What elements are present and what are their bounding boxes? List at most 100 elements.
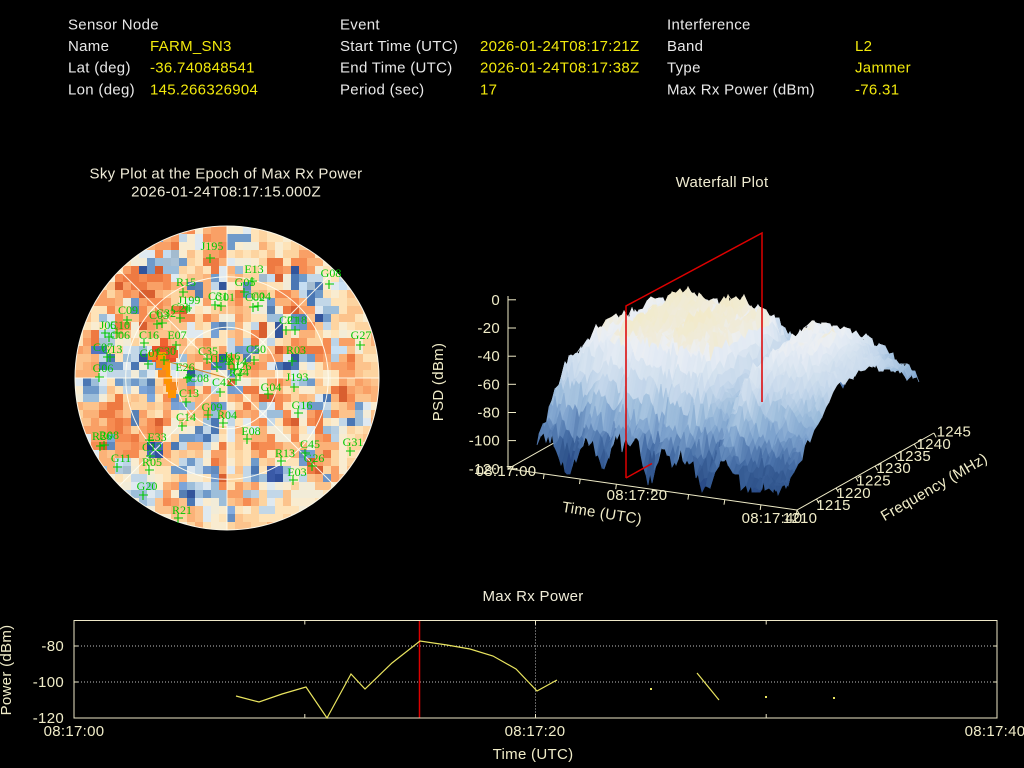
svg-text:C45: C45 (300, 437, 320, 451)
svg-text:R14: R14 (227, 354, 247, 368)
svg-text:C50: C50 (246, 342, 266, 356)
svg-text:-80: -80 (477, 405, 500, 422)
svg-text:C30: C30 (156, 344, 176, 358)
svg-text:R24: R24 (229, 365, 249, 379)
svg-text:C31: C31 (208, 289, 228, 303)
svg-text:G07: G07 (140, 346, 161, 360)
svg-text:R21: R21 (172, 503, 192, 517)
svg-text:C18: C18 (287, 313, 307, 327)
svg-text:G31: G31 (343, 435, 364, 449)
svg-text:1225: 1225 (856, 473, 891, 490)
svg-text:J16: J16 (224, 349, 241, 363)
svg-text:-60: -60 (477, 376, 500, 393)
svg-text:Jammer: Jammer (855, 60, 911, 77)
svg-text:R03: R03 (286, 343, 306, 357)
svg-text:R04: R04 (217, 408, 237, 422)
svg-text:1235: 1235 (897, 448, 932, 465)
svg-text:C42: C42 (212, 375, 232, 389)
svg-text:08:17:00: 08:17:00 (44, 723, 105, 740)
svg-text:C16: C16 (139, 328, 159, 342)
svg-text:G05: G05 (235, 275, 256, 289)
svg-text:G11: G11 (111, 451, 131, 465)
svg-text:C14: C14 (176, 410, 196, 424)
svg-text:C12: C12 (142, 440, 162, 454)
svg-text:E07: E07 (167, 328, 186, 342)
svg-text:-40: -40 (477, 348, 500, 365)
svg-text:R05: R05 (142, 455, 162, 469)
svg-text:Power (dBm): Power (dBm) (0, 625, 15, 716)
svg-text:08:17:40: 08:17:40 (965, 723, 1024, 740)
svg-text:08:17:40: 08:17:40 (742, 510, 803, 527)
svg-text:J196: J196 (209, 352, 232, 366)
svg-text:Name: Name (68, 38, 109, 55)
svg-text:-100: -100 (469, 433, 500, 450)
svg-text:1240: 1240 (917, 436, 952, 453)
svg-text:1245: 1245 (937, 424, 972, 441)
svg-text:E03: E03 (287, 465, 306, 479)
svg-text:Max Rx Power (dBm): Max Rx Power (dBm) (667, 82, 815, 99)
svg-text:2026-01-24T08:17:21Z: 2026-01-24T08:17:21Z (480, 38, 639, 55)
svg-text:C09: C09 (118, 303, 138, 317)
svg-text:Sensor Node: Sensor Node (68, 17, 159, 34)
svg-text:G04: G04 (261, 380, 282, 394)
svg-text:-76.31: -76.31 (855, 82, 899, 99)
svg-text:Band: Band (667, 38, 703, 55)
svg-text:G08: G08 (321, 266, 342, 280)
svg-text:C08: C08 (189, 371, 209, 385)
svg-text:C32: C32 (156, 306, 176, 320)
svg-text:End Time (UTC): End Time (UTC) (340, 60, 453, 77)
svg-text:2026-01-24T08:17:38Z: 2026-01-24T08:17:38Z (480, 60, 639, 77)
svg-text:R08: R08 (99, 428, 119, 442)
svg-text:Event: Event (340, 17, 380, 34)
svg-text:Start Time (UTC): Start Time (UTC) (340, 38, 458, 55)
svg-text:-100: -100 (33, 674, 64, 691)
svg-text:1230: 1230 (876, 460, 911, 477)
svg-text:E26: E26 (175, 360, 194, 374)
svg-text:R15: R15 (176, 275, 196, 289)
svg-text:08:17:00: 08:17:00 (476, 463, 537, 480)
svg-text:2026-01-24T08:17:15.000Z: 2026-01-24T08:17:15.000Z (131, 184, 321, 201)
svg-text:J05: J05 (100, 318, 117, 332)
svg-text:L2: L2 (855, 38, 872, 55)
svg-text:C03: C03 (149, 308, 169, 322)
svg-text:-120: -120 (33, 710, 64, 727)
svg-text:C10: C10 (110, 318, 130, 332)
svg-text:1215: 1215 (816, 497, 851, 514)
svg-text:G27: G27 (351, 328, 372, 342)
svg-text:C13: C13 (179, 386, 199, 400)
svg-text:-20: -20 (477, 320, 500, 337)
svg-text:C07: C07 (93, 340, 113, 354)
svg-text:Lat (deg): Lat (deg) (68, 60, 131, 77)
svg-text:-80: -80 (41, 638, 64, 655)
svg-text:J193: J193 (286, 370, 309, 384)
svg-text:-120: -120 (469, 461, 500, 478)
svg-text:C35: C35 (198, 344, 218, 358)
svg-text:C06: C06 (110, 328, 130, 342)
svg-text:Sky Plot at the Epoch of Max R: Sky Plot at the Epoch of Max Rx Power (90, 166, 363, 183)
svg-text:G09: G09 (202, 400, 223, 414)
svg-text:G13: G13 (102, 342, 123, 356)
svg-text:E08: E08 (241, 424, 260, 438)
svg-text:17: 17 (480, 82, 497, 99)
svg-text:0: 0 (491, 292, 500, 309)
svg-text:C21: C21 (279, 313, 299, 327)
svg-text:Period (sec): Period (sec) (340, 82, 424, 99)
svg-text:G26: G26 (304, 451, 325, 465)
svg-text:C24: C24 (171, 301, 191, 315)
svg-text:C02: C02 (245, 290, 265, 304)
svg-text:08:17:20: 08:17:20 (505, 723, 566, 740)
svg-text:Waterfall Plot: Waterfall Plot (676, 174, 769, 191)
svg-text:145.266326904: 145.266326904 (150, 82, 258, 99)
svg-text:1210: 1210 (783, 510, 818, 527)
svg-text:FARM_SN3: FARM_SN3 (150, 38, 232, 55)
svg-text:E13: E13 (244, 262, 263, 276)
svg-text:Interference: Interference (667, 17, 751, 34)
svg-text:1220: 1220 (836, 485, 871, 502)
svg-text:C04: C04 (251, 289, 271, 303)
svg-text:R26: R26 (92, 429, 112, 443)
svg-text:G06: G06 (93, 361, 114, 375)
svg-text:G16: G16 (292, 398, 313, 412)
svg-text:08:17:20: 08:17:20 (607, 487, 668, 504)
svg-text:PSD (dBm): PSD (dBm) (430, 343, 447, 422)
svg-text:Time (UTC): Time (UTC) (493, 746, 574, 763)
